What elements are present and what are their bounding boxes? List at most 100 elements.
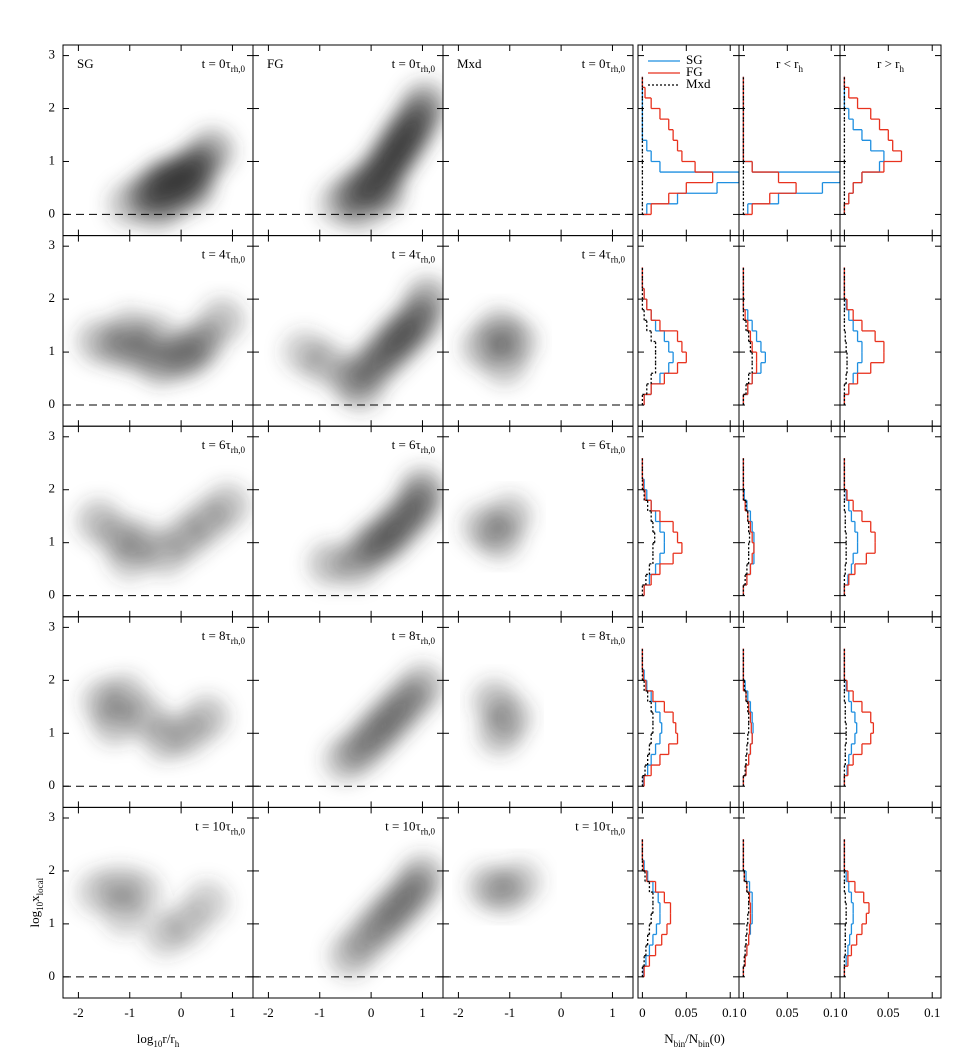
y-tick-label: 0 bbox=[49, 396, 56, 411]
legend-label: FG bbox=[686, 64, 703, 79]
density-blob bbox=[169, 165, 214, 210]
x-tick-label: 0 bbox=[368, 1005, 375, 1020]
density-blobs bbox=[462, 494, 532, 560]
density-blob bbox=[405, 277, 443, 322]
y-tick-label: 3 bbox=[49, 618, 56, 633]
legend-label: Mxd bbox=[686, 76, 711, 91]
histogram bbox=[641, 648, 679, 787]
time-label-part: rh,0 bbox=[231, 64, 246, 74]
x-axis-label-part: bin bbox=[698, 1039, 710, 1049]
y-tick-label: 2 bbox=[49, 100, 56, 115]
y-tick-label: 0 bbox=[49, 205, 56, 220]
density-blobs bbox=[472, 679, 532, 756]
density-blob bbox=[487, 494, 532, 539]
density-blob bbox=[400, 663, 443, 708]
time-label: t = 4τrh,0 bbox=[582, 247, 626, 265]
time-label-part: rh,0 bbox=[421, 826, 436, 836]
time-label-part: t = 8τ bbox=[202, 628, 231, 643]
x-tick-label: 0.05 bbox=[776, 1005, 799, 1020]
time-label: t = 4τrh,0 bbox=[202, 247, 246, 265]
y-tick-label: 2 bbox=[49, 481, 56, 496]
density-map bbox=[323, 663, 443, 782]
y-tick-label: 1 bbox=[49, 152, 56, 167]
time-label-part: rh,0 bbox=[231, 826, 246, 836]
time-label-part: rh,0 bbox=[611, 64, 626, 74]
y-tick-label: 0 bbox=[49, 777, 56, 792]
panel-frame bbox=[637, 235, 740, 427]
x-tick-label: -1 bbox=[314, 1005, 325, 1020]
density-blob bbox=[92, 700, 137, 745]
column-title-part: h bbox=[900, 64, 905, 74]
density-blob bbox=[477, 711, 522, 756]
x-axis-label: Nbin/Nbin(0) bbox=[664, 1031, 725, 1049]
histogram bbox=[641, 267, 687, 406]
density-blobs bbox=[318, 81, 443, 232]
histogram bbox=[641, 457, 683, 597]
density-blob bbox=[359, 171, 404, 216]
histogram bbox=[843, 648, 875, 787]
time-label-part: rh,0 bbox=[231, 255, 246, 265]
time-label: t = 0τrh,0 bbox=[582, 56, 626, 74]
histogram bbox=[641, 839, 672, 978]
x-axis-label: log10r/rh bbox=[137, 1031, 180, 1049]
density-blob bbox=[200, 298, 245, 343]
density-blob bbox=[189, 128, 234, 173]
density-blob bbox=[498, 859, 543, 904]
time-label-part: t = 10τ bbox=[385, 818, 421, 833]
panel-frame bbox=[738, 425, 841, 618]
panel-frame bbox=[637, 425, 740, 618]
y-tick-label: 3 bbox=[49, 237, 56, 252]
y-tick-label: 1 bbox=[49, 915, 56, 930]
x-axis-label-part: N bbox=[664, 1031, 674, 1046]
y-axis-label: log10xlocal bbox=[27, 877, 45, 927]
y-tick-label: 3 bbox=[49, 809, 56, 824]
time-label: t = 8τrh,0 bbox=[582, 628, 626, 646]
x-tick-label: -1 bbox=[124, 1005, 135, 1020]
x-tick-label: -2 bbox=[73, 1005, 84, 1020]
density-map bbox=[472, 679, 532, 756]
x-tick-label: 0 bbox=[558, 1005, 565, 1020]
histogram bbox=[742, 267, 766, 406]
density-map bbox=[318, 81, 443, 232]
density-blob bbox=[400, 467, 443, 512]
density-map bbox=[76, 864, 229, 957]
density-blobs bbox=[308, 467, 443, 586]
density-blob bbox=[205, 483, 250, 528]
y-axis-label-part: local bbox=[35, 877, 45, 895]
y-tick-label: 2 bbox=[49, 862, 56, 877]
time-label-part: t = 0τ bbox=[392, 56, 421, 71]
column-title-part: r < r bbox=[776, 56, 799, 71]
y-tick-label: 1 bbox=[49, 534, 56, 549]
histogram bbox=[843, 457, 876, 596]
panel-frame bbox=[637, 616, 740, 808]
panel-frame bbox=[738, 806, 841, 999]
time-label: t = 6τrh,0 bbox=[582, 437, 626, 455]
density-blobs bbox=[107, 128, 234, 232]
histogram bbox=[843, 76, 903, 215]
x-tick-label: 0.1 bbox=[823, 1005, 839, 1020]
density-blob bbox=[169, 330, 214, 375]
y-tick-label: 1 bbox=[49, 724, 56, 739]
x-tick-label: 0.1 bbox=[924, 1005, 940, 1020]
panel-label: FG bbox=[267, 56, 284, 71]
density-blob bbox=[184, 695, 229, 740]
x-tick-label: 0 bbox=[841, 1005, 848, 1020]
density-blobs bbox=[328, 854, 443, 978]
x-tick-label: -1 bbox=[504, 1005, 515, 1020]
time-label-part: t = 0τ bbox=[582, 56, 611, 71]
column-title-part: h bbox=[799, 64, 804, 74]
time-label: t = 10τrh,0 bbox=[575, 818, 625, 836]
time-label: t = 8τrh,0 bbox=[392, 628, 436, 646]
time-label: t = 10τrh,0 bbox=[385, 818, 435, 836]
time-label-part: t = 6τ bbox=[582, 437, 611, 452]
x-axis-label-part: r/r bbox=[162, 1031, 175, 1046]
panel-frame bbox=[738, 44, 841, 237]
y-tick-label: 1 bbox=[49, 343, 56, 358]
x-tick-label: -2 bbox=[453, 1005, 464, 1020]
density-blob bbox=[482, 340, 527, 385]
time-label-part: t = 0τ bbox=[202, 56, 231, 71]
y-tick-label: 0 bbox=[49, 587, 56, 602]
density-blobs bbox=[76, 864, 229, 957]
density-blobs bbox=[462, 308, 537, 385]
histogram bbox=[742, 839, 753, 977]
